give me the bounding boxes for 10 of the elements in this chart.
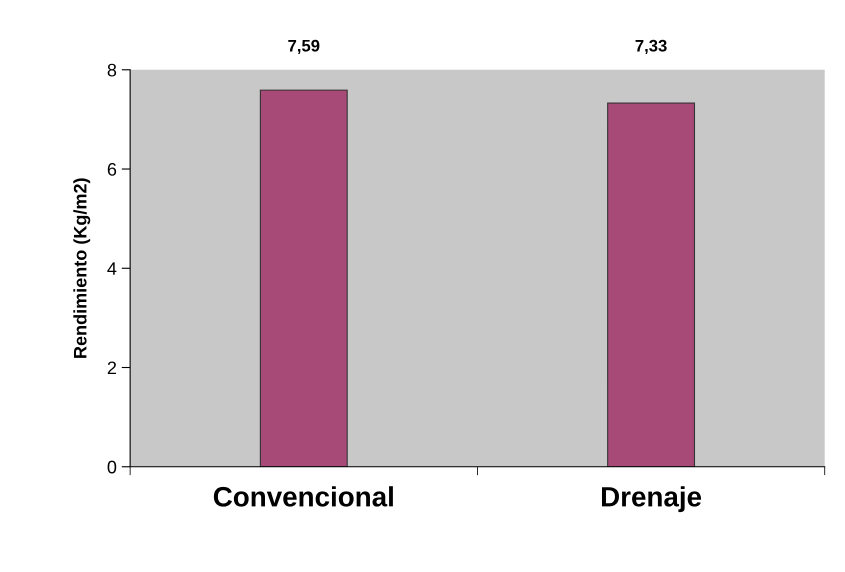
y-tick-label: 4 [107,262,116,275]
y-tick-label: 8 [108,64,116,77]
y-tick-label: 6 [108,162,116,176]
y-axis-title: Rendimiento (Kg/m2) [73,178,90,358]
data-label: 7,59 [288,40,320,54]
x-tick-label: Convencional [214,486,393,507]
y-tick-label: 0 [108,460,116,474]
x-tick-label: Drenaje [602,486,702,512]
y-tick-label: 2 [108,361,116,374]
data-label: 7,33 [636,40,667,54]
